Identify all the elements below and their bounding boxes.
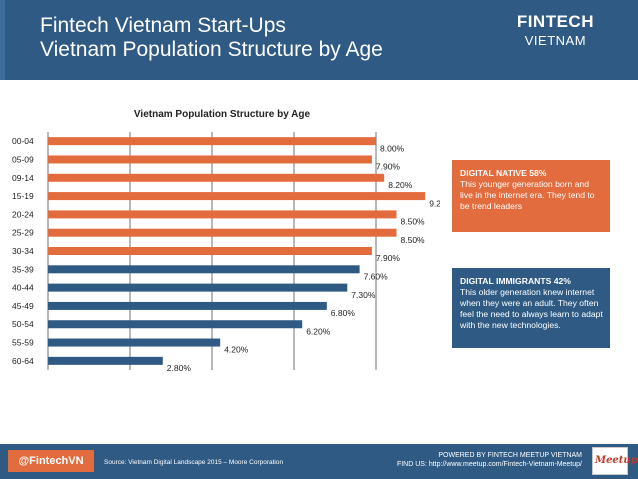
category-label: 09-14 bbox=[12, 173, 34, 183]
chart-title: Vietnam Population Structure by Age bbox=[134, 109, 311, 120]
digital-native-title: DIGITAL NATIVE 58% bbox=[460, 168, 547, 178]
page-subtitle: Vietnam Population Structure by Age bbox=[40, 38, 383, 61]
value-label: 8.20% bbox=[388, 180, 413, 190]
category-label: 55-59 bbox=[12, 338, 34, 348]
category-label: 50-54 bbox=[12, 319, 34, 329]
value-label: 8.50% bbox=[401, 217, 426, 227]
value-label: 7.60% bbox=[364, 272, 389, 282]
powered-by-line: POWERED BY FINTECH MEETUP VIETNAM bbox=[438, 452, 582, 459]
category-label: 45-49 bbox=[12, 301, 34, 311]
chart-category-labels: 00-04 05-09 09-14 15-19 20-24 25-29 30-34 35-39… bbox=[12, 136, 34, 366]
bar-25-29 bbox=[48, 228, 397, 237]
brand-line-1: FINTECH bbox=[516, 12, 594, 31]
twitter-handle[interactable]: @FintechVN bbox=[8, 450, 94, 472]
bar-30-34 bbox=[48, 247, 372, 255]
footer-bar: @FintechVN Source: Vietnam Digital Lands… bbox=[0, 444, 638, 479]
value-label: 6.20% bbox=[306, 326, 331, 336]
digital-immigrants-body: This older generation knew internet when… bbox=[460, 287, 603, 330]
powered-by-text: POWERED BY FINTECH MEETUP VIETNAM FIND U… bbox=[397, 451, 582, 469]
bar-60-64 bbox=[48, 356, 163, 365]
header-bar: Fintech Vietnam Start-Ups Vietnam Popula… bbox=[0, 0, 638, 80]
source-note: Source: Vietnam Digital Landscape 2015 –… bbox=[104, 459, 284, 466]
category-label: 00-04 bbox=[12, 136, 34, 146]
chart-bars bbox=[48, 137, 426, 365]
bar-00-04 bbox=[48, 137, 376, 146]
bar-15-19 bbox=[48, 192, 426, 201]
bar-05-09 bbox=[48, 155, 372, 164]
meetup-logo-text: Meetup bbox=[595, 455, 638, 466]
value-label: 2.80% bbox=[167, 363, 192, 373]
population-bar-chart: Vietnam Population Structure by Age 00-0… bbox=[12, 109, 440, 373]
value-label: 8.00% bbox=[380, 143, 405, 153]
value-label: 7.90% bbox=[376, 253, 401, 263]
digital-immigrants-callout: DIGITAL IMMIGRANTS 42% This older genera… bbox=[452, 268, 610, 348]
value-label: 9.20% bbox=[429, 198, 440, 208]
bar-09-14 bbox=[48, 173, 385, 182]
digital-immigrants-title: DIGITAL IMMIGRANTS 42% bbox=[460, 276, 571, 286]
category-label: 30-34 bbox=[12, 246, 34, 256]
value-label: 8.50% bbox=[401, 235, 426, 245]
brand-logo: FINTECH VIETNAM bbox=[517, 12, 594, 50]
category-label: 15-19 bbox=[12, 191, 34, 201]
category-label: 40-44 bbox=[12, 283, 34, 293]
meetup-url-line[interactable]: FIND US: http://www.meetup.com/Fintech-V… bbox=[396, 461, 582, 468]
page-title: Fintech Vietnam Start-Ups bbox=[40, 14, 286, 37]
bar-35-39 bbox=[48, 265, 360, 274]
digital-native-callout: DIGITAL NATIVE 58% This younger generati… bbox=[452, 160, 610, 232]
bar-55-59 bbox=[48, 338, 221, 347]
value-label: 7.90% bbox=[376, 162, 401, 172]
category-label: 35-39 bbox=[12, 264, 34, 274]
chart-value-labels: 8.00%7.90%8.20%9.20%8.50%8.50%7.90%7.60%… bbox=[167, 143, 440, 373]
meetup-logo: Meetup bbox=[592, 447, 638, 475]
header-accent-stripe bbox=[0, 0, 5, 80]
category-label: 05-09 bbox=[12, 154, 34, 164]
bar-45-49 bbox=[48, 301, 327, 310]
category-label: 20-24 bbox=[12, 209, 34, 219]
value-label: 6.80% bbox=[331, 308, 356, 318]
bar-20-24 bbox=[48, 210, 397, 219]
digital-native-body: This younger generation born and live in… bbox=[460, 179, 595, 211]
bar-40-44 bbox=[48, 283, 348, 292]
value-label: 4.20% bbox=[224, 345, 249, 355]
bar-50-54 bbox=[48, 320, 303, 329]
brand-line-2: VIETNAM bbox=[524, 33, 587, 48]
category-label: 25-29 bbox=[12, 228, 34, 238]
value-label: 7.30% bbox=[351, 290, 376, 300]
category-label: 60-64 bbox=[12, 356, 34, 366]
